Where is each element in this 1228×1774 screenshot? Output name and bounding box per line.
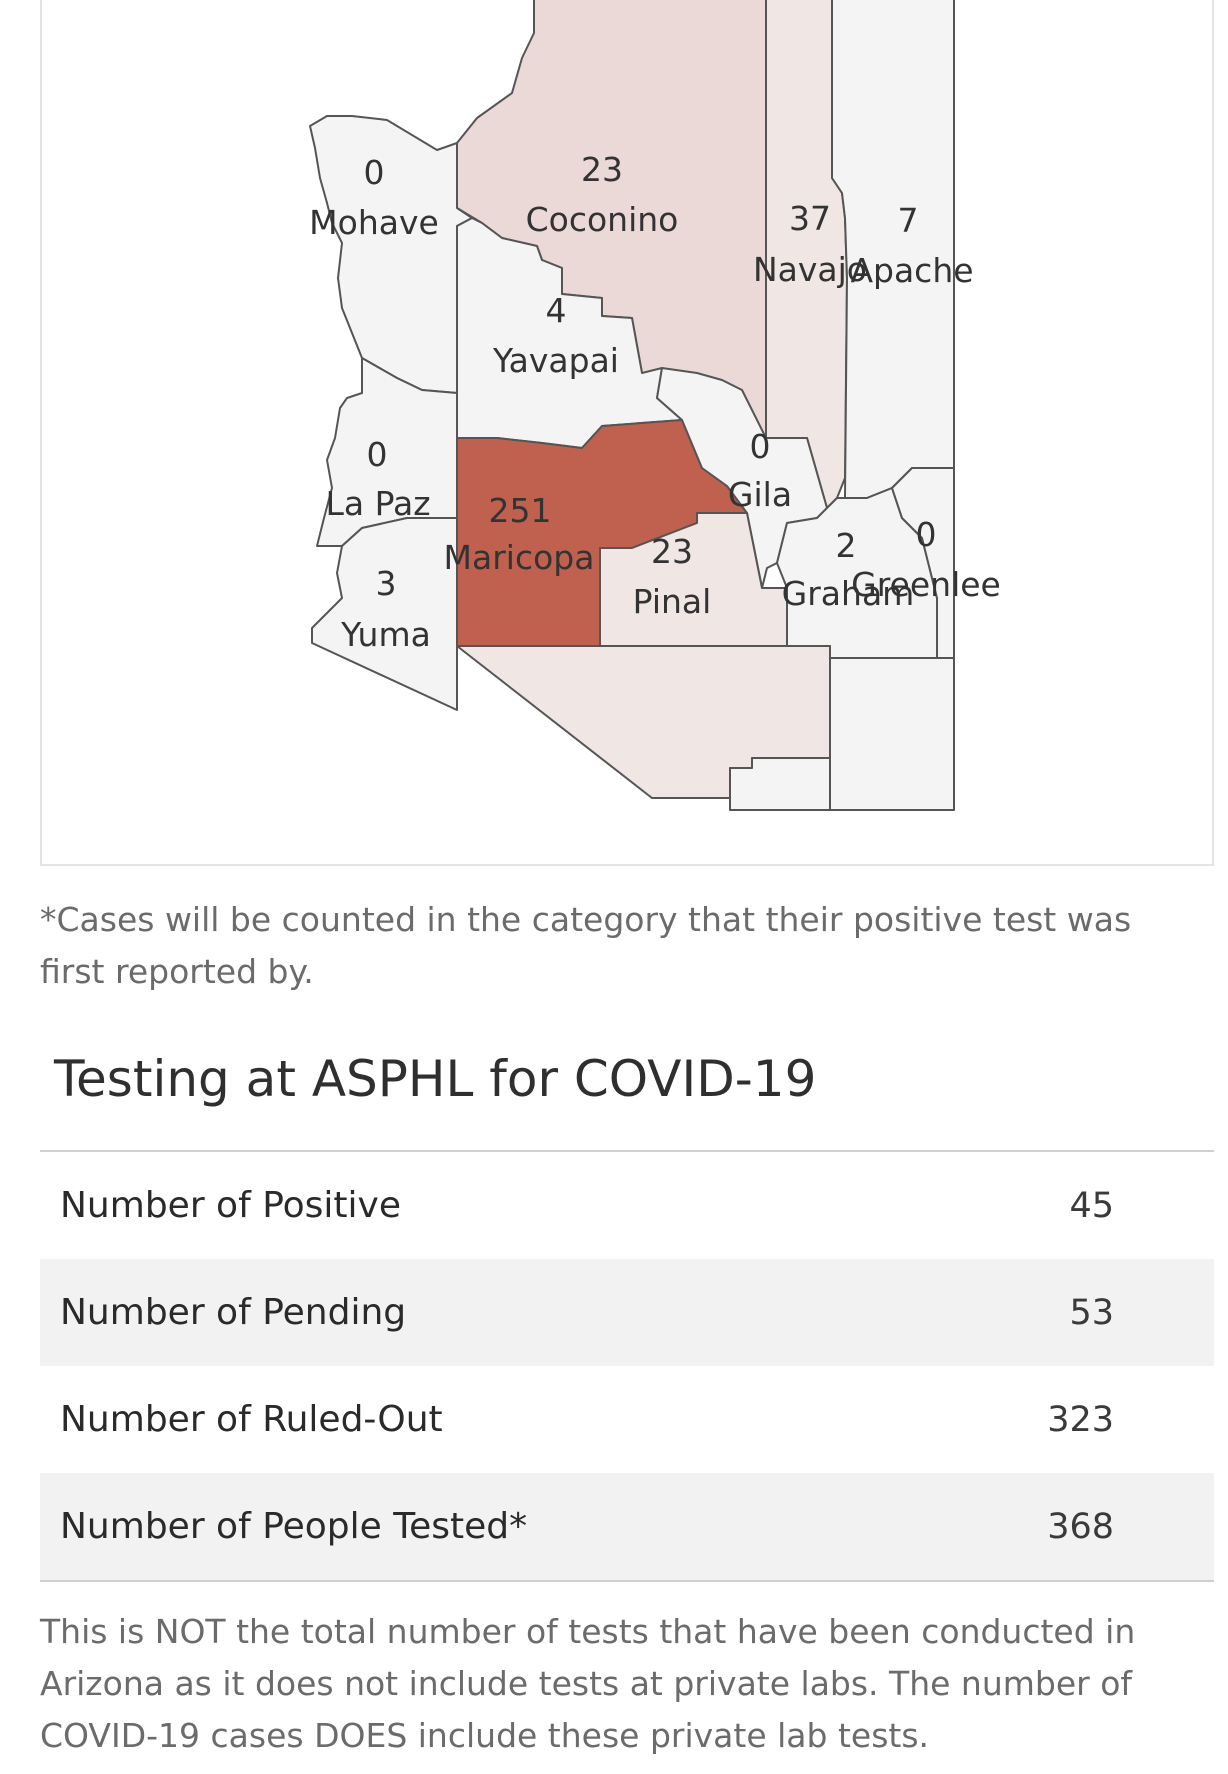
county-pinal[interactable] (599, 512, 788, 647)
pinal-count: 23 (651, 532, 693, 571)
maricopa-count: 251 (489, 491, 552, 530)
table-row-ruled-out: Number of Ruled-Out 323 (40, 1366, 1214, 1473)
ruled-out-value: 323 (1047, 1399, 1114, 1440)
la-paz-count: 0 (367, 435, 388, 474)
apache-name: Apache (850, 251, 973, 290)
table-row-pending: Number of Pending 53 (40, 1259, 1214, 1366)
people-tested-value: 368 (1047, 1506, 1114, 1547)
apache-count: 7 (898, 201, 919, 240)
yavapai-name: Yavapai (492, 341, 619, 380)
navajo-count: 37 (789, 199, 831, 238)
county-cochise[interactable] (829, 657, 955, 811)
pending-label: Number of Pending (60, 1292, 407, 1333)
mohave-name: Mohave (309, 203, 439, 242)
mohave-count: 0 (364, 153, 385, 192)
greenlee-name: Greenlee (851, 565, 1001, 604)
arizona-county-map-panel: 0 Mohave 23 Coconino 37 Navajo 7 Apache … (40, 0, 1214, 866)
county-mohave[interactable] (309, 115, 473, 394)
positive-label: Number of Positive (60, 1185, 401, 1226)
pinal-name: Pinal (633, 582, 712, 621)
graham-name: Graham (782, 574, 915, 613)
gila-count: 0 (750, 427, 771, 466)
gila-name: Gila (728, 475, 792, 514)
graham-count: 2 (836, 526, 857, 565)
testing-section-title: Testing at ASPHL for COVID-19 (54, 1050, 817, 1108)
maricopa-name: Maricopa (444, 538, 595, 577)
positive-value: 45 (1069, 1185, 1114, 1226)
yuma-name: Yuma (340, 615, 431, 654)
table-row-positive: Number of Positive 45 (40, 1152, 1214, 1259)
yavapai-count: 4 (546, 291, 567, 330)
case-count-footnote: *Cases will be counted in the category t… (40, 900, 1132, 991)
la-paz-name: La Paz (325, 484, 430, 523)
table-row-people-tested: Number of People Tested* 368 (40, 1473, 1214, 1580)
pending-value: 53 (1069, 1292, 1114, 1333)
testing-table: Number of Positive 45 Number of Pending … (40, 1150, 1214, 1582)
people-tested-label: Number of People Tested* (60, 1506, 528, 1547)
yuma-count: 3 (376, 564, 397, 603)
private-labs-disclaimer: This is NOT the total number of tests th… (40, 1612, 1136, 1755)
coconino-name: Coconino (526, 200, 679, 239)
navajo-name: Navajo (753, 250, 867, 289)
county-greenlee[interactable] (891, 467, 955, 659)
arizona-county-map: 0 Mohave 23 Coconino 37 Navajo 7 Apache … (309, 0, 1001, 811)
coconino-count: 23 (581, 150, 623, 189)
ruled-out-label: Number of Ruled-Out (60, 1399, 443, 1440)
greenlee-count: 0 (916, 515, 937, 554)
county-la-paz[interactable] (316, 357, 458, 547)
county-apache[interactable] (831, 0, 955, 499)
